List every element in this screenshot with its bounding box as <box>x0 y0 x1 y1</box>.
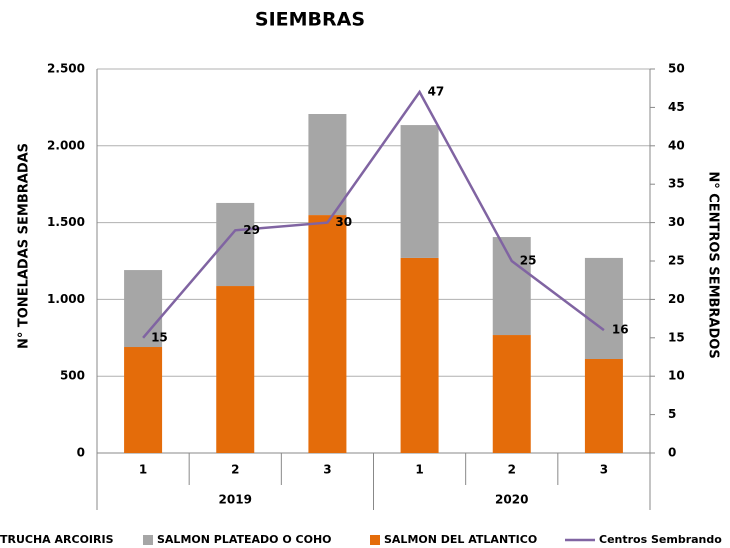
y2-tick-label: 45 <box>668 100 685 114</box>
group-label: 2020 <box>495 493 528 507</box>
data-label: 15 <box>151 330 168 344</box>
y2-tick-label: 30 <box>668 215 685 229</box>
y-tick-label: 2.000 <box>47 138 85 152</box>
y2-tick-label: 15 <box>668 330 685 344</box>
y2-tick-label: 50 <box>668 62 685 76</box>
bar <box>124 270 163 348</box>
bar <box>308 215 347 453</box>
y2-tick-label: 40 <box>668 138 685 152</box>
legend-swatch <box>143 535 153 545</box>
data-label: 29 <box>243 223 260 237</box>
bar <box>216 286 255 453</box>
data-label: 30 <box>335 215 352 229</box>
bar <box>584 257 623 359</box>
y-tick-label: 0 <box>77 446 85 460</box>
y2-tick-label: 0 <box>668 446 676 460</box>
data-label: 25 <box>520 254 537 268</box>
bar <box>492 237 531 336</box>
y2-axis-label: N° CENTROS SEMBRADOS <box>706 171 721 358</box>
legend-label: Centros Sembrando <box>599 533 722 546</box>
group-label: 2019 <box>219 493 252 507</box>
line <box>142 89 605 339</box>
y-axis-label: N° TONELADAS SEMBRADAS <box>17 143 32 349</box>
legend-label: SALMON PLATEADO O COHO <box>157 533 332 546</box>
bar <box>492 335 531 453</box>
y2-tick-label: 25 <box>668 254 685 268</box>
chart-title: SIEMBRAS <box>255 9 365 31</box>
y-tick-label: 1.000 <box>47 292 85 306</box>
y-tick-label: 1.500 <box>47 215 85 229</box>
legend-swatch <box>370 535 380 545</box>
bar <box>308 114 347 216</box>
data-label: 16 <box>612 323 629 337</box>
bar <box>400 257 439 453</box>
x-tick-label: 1 <box>139 463 147 477</box>
legend-label: TRUCHA ARCOIRIS <box>0 533 114 546</box>
x-tick-label: 3 <box>600 463 608 477</box>
x-tick-label: 1 <box>415 463 423 477</box>
x-tick-label: 3 <box>323 463 331 477</box>
bar <box>584 358 623 453</box>
y2-tick-label: 20 <box>668 292 685 306</box>
x-tick-label: 2 <box>231 463 239 477</box>
legend-label: SALMON DEL ATLANTICO <box>384 533 537 546</box>
bar <box>124 347 163 453</box>
bar <box>400 125 439 258</box>
y2-tick-label: 5 <box>668 407 676 421</box>
y-tick-label: 2.500 <box>47 62 85 76</box>
x-tick-label: 2 <box>508 463 516 477</box>
y2-tick-label: 10 <box>668 369 685 383</box>
data-label: 47 <box>428 85 445 99</box>
y2-tick-label: 35 <box>668 177 685 191</box>
y-tick-label: 500 <box>60 369 85 383</box>
